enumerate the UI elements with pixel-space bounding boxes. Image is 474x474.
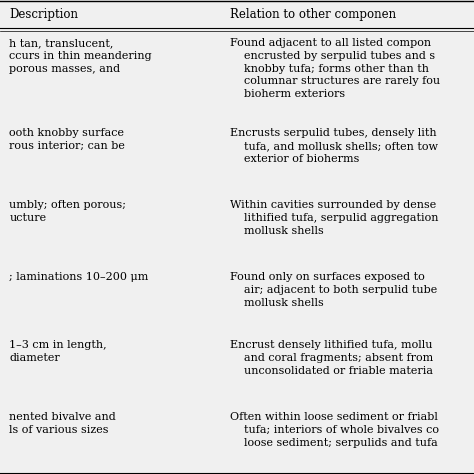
Text: nented bivalve and
ls of various sizes: nented bivalve and ls of various sizes: [9, 412, 116, 435]
Text: umbly; often porous;
ucture: umbly; often porous; ucture: [9, 200, 127, 223]
Text: h tan, translucent,
ccurs in thin meandering
porous masses, and: h tan, translucent, ccurs in thin meande…: [9, 38, 152, 73]
Text: Encrust densely lithified tufa, mollu
    and coral fragments; absent from
    u: Encrust densely lithified tufa, mollu an…: [230, 340, 433, 375]
Text: 1–3 cm in length,
diameter: 1–3 cm in length, diameter: [9, 340, 107, 363]
Text: Description: Description: [9, 8, 79, 21]
Text: ; laminations 10–200 μm: ; laminations 10–200 μm: [9, 272, 149, 282]
Text: Found adjacent to all listed compon
    encrusted by serpulid tubes and s
    kn: Found adjacent to all listed compon encr…: [230, 38, 440, 99]
Text: Often within loose sediment or friabl
    tufa; interiors of whole bivalves co
 : Often within loose sediment or friabl tu…: [230, 412, 439, 447]
Text: Relation to other componen: Relation to other componen: [230, 8, 396, 21]
Text: ooth knobby surface
rous interior; can be: ooth knobby surface rous interior; can b…: [9, 128, 125, 151]
Text: Encrusts serpulid tubes, densely lith
    tufa, and mollusk shells; often tow
  : Encrusts serpulid tubes, densely lith tu…: [230, 128, 438, 164]
Text: Found only on surfaces exposed to
    air; adjacent to both serpulid tube
    mo: Found only on surfaces exposed to air; a…: [230, 272, 437, 308]
Text: Within cavities surrounded by dense
    lithified tufa, serpulid aggregation
   : Within cavities surrounded by dense lith…: [230, 200, 438, 236]
